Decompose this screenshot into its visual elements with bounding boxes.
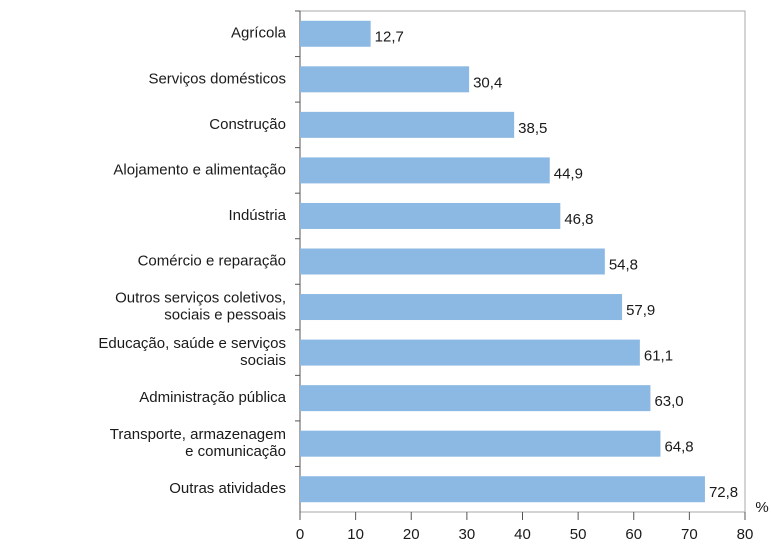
y-tick-label: Outras atividades [169,480,286,497]
value-label: 38,5 [518,120,547,137]
x-unit: % [755,499,768,516]
y-tick-label: Outros serviços coletivos, sociais e pess… [115,290,286,324]
x-tick-label: 0 [296,526,304,543]
y-tick-label: Administração pública [139,389,286,406]
value-label: 61,1 [644,348,673,365]
value-label: 46,8 [564,211,593,228]
x-tick-label: 60 [625,526,642,543]
value-label: 64,8 [664,439,693,456]
y-tick-label: Serviços domésticos [148,70,286,87]
y-tick-label: Indústria [228,207,286,224]
bar [300,20,371,47]
value-label: 57,9 [626,302,655,319]
bar [300,294,623,321]
x-tick-label: 40 [514,526,531,543]
bar [300,476,705,503]
bar [300,385,651,412]
y-tick-label: Transporte, armazenagem e comunicação [110,426,286,460]
x-tick-label: 80 [737,526,754,543]
y-tick-label: Construção [209,116,286,133]
x-tick-label: 50 [570,526,587,543]
value-label: 44,9 [554,165,583,182]
bar [300,248,605,275]
value-label: 63,0 [654,393,683,410]
value-label: 12,7 [375,29,404,46]
bar [300,66,470,93]
value-label: 54,8 [609,256,638,273]
bar [300,111,515,138]
value-label: 72,8 [709,484,738,501]
value-label: 30,4 [473,74,502,91]
bar [300,339,640,366]
x-tick-label: 70 [681,526,698,543]
y-tick-label: Alojamento e alimentação [113,161,286,178]
y-tick-label: Agrícola [231,25,287,42]
bar [300,157,550,184]
bar [300,430,661,457]
x-tick-label: 30 [459,526,476,543]
y-tick-label: Educação, saúde e serviços sociais [98,335,286,369]
bar [300,202,561,229]
x-tick-label: 10 [347,526,364,543]
x-tick-label: 20 [403,526,420,543]
y-tick-label: Comércio e reparação [138,252,286,269]
